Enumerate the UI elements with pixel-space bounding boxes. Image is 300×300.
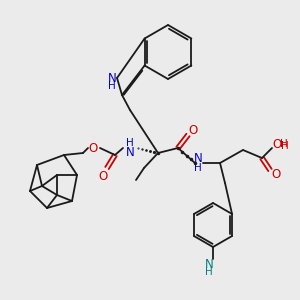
Text: O: O <box>88 142 98 154</box>
Text: H: H <box>280 139 288 149</box>
Text: H: H <box>281 141 289 151</box>
Text: H: H <box>108 81 116 91</box>
Text: N: N <box>205 257 213 271</box>
Text: N: N <box>194 152 202 166</box>
Text: N: N <box>108 71 116 85</box>
Text: H: H <box>194 163 202 173</box>
Text: H: H <box>205 267 213 277</box>
Text: O: O <box>272 167 280 181</box>
Text: O: O <box>98 169 108 182</box>
Text: O: O <box>188 124 198 137</box>
Text: N: N <box>126 146 134 158</box>
Text: H: H <box>126 138 134 148</box>
Text: O: O <box>272 137 282 151</box>
